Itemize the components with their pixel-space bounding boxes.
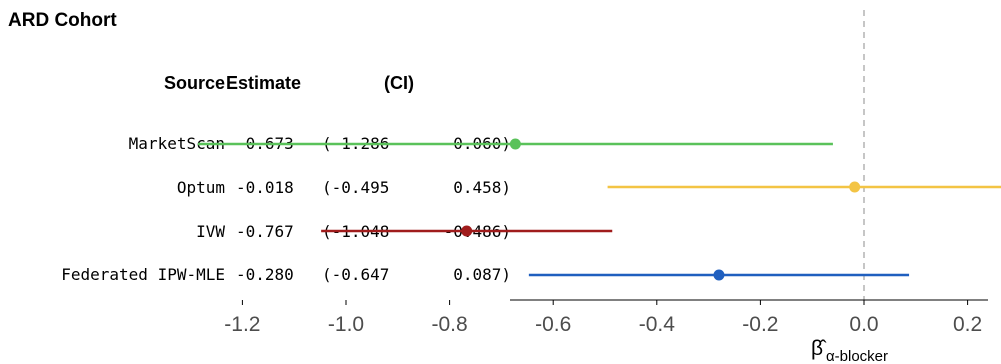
x-tick-label: -0.2 [742,313,778,336]
row-ci-low-federated: (-0.647 [322,265,390,284]
plot-marks [197,138,1001,281]
header-source: Source [163,73,225,93]
x-axis-label-symbol: β̂ [811,337,827,360]
x-axis-label-subscript: α-blocker [826,348,888,364]
estimate-point [509,138,521,150]
row-source-optum: Optum [176,178,225,197]
row-estimate-optum: -0.018 [236,178,294,197]
x-axis: -1.2-1.0-0.8-0.6-0.4-0.20.00.20.4 [224,10,988,336]
x-tick-label: -1.2 [224,313,260,336]
x-tick-label: -1.0 [328,313,364,336]
estimate-point [461,225,473,237]
chart-title: ARD Cohort [8,10,117,31]
estimate-point [713,269,725,281]
row-estimate-federated: -0.280 [236,265,294,284]
x-tick-label: 0.2 [953,313,982,336]
row-estimate-ivw: -0.767 [236,222,294,241]
x-tick-label: -0.6 [535,313,571,336]
x-tick-label: -0.4 [639,313,676,336]
row-ci-low-optum: (-0.495 [322,178,390,197]
row-ci-high-federated: 0.087) [453,265,511,284]
header-ci: (CI) [384,73,414,93]
header-estimate: Estimate [226,73,302,93]
x-tick-label: -0.8 [432,313,468,336]
estimate-point [849,181,861,193]
row-source-federated: Federated IPW-MLE [61,265,225,284]
row-ci-high-optum: 0.458) [453,178,511,197]
row-source-marketscan: MarketScan [128,134,225,153]
x-tick-label: 0.0 [849,313,878,336]
row-source-ivw: IVW [196,222,225,241]
